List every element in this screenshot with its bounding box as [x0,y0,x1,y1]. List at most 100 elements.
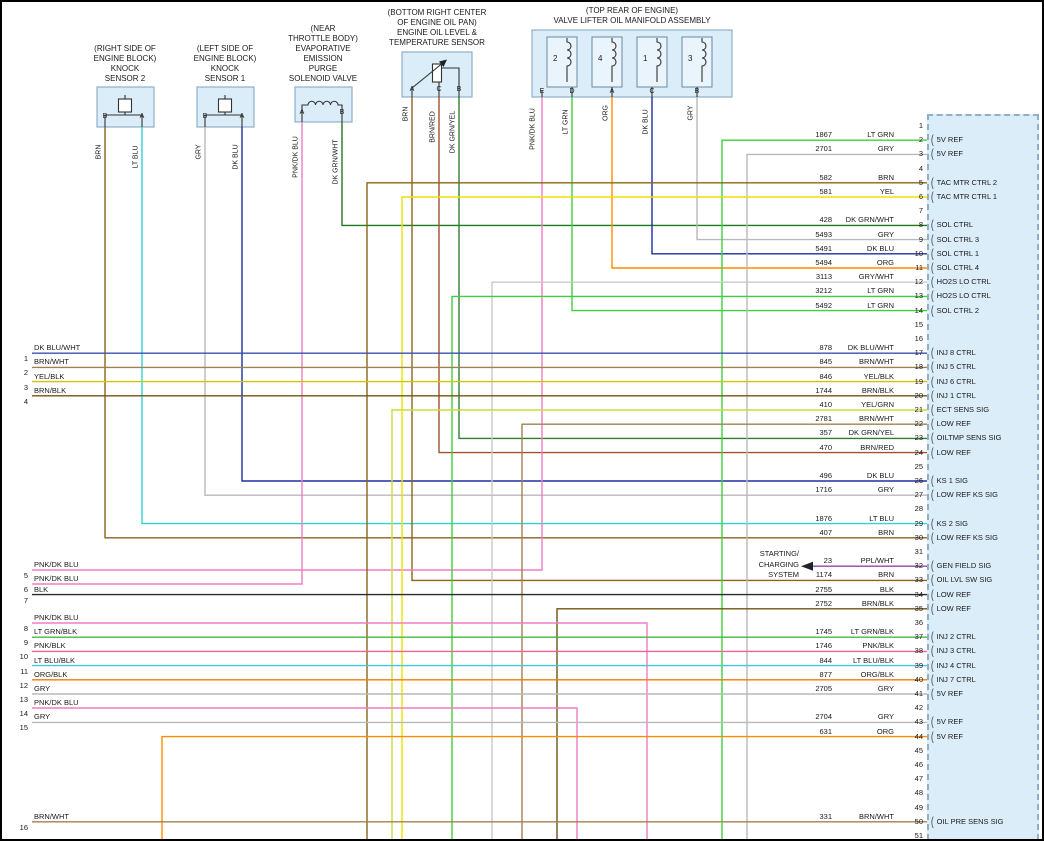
left-wire-color-label: BRN/WHT [34,811,69,821]
left-wire-color-label: YEL/BLK [34,371,65,381]
circuit-color: BRN [878,172,894,182]
connector-pin-number: 8 [918,220,923,230]
connector-pin-number: 12 [914,277,923,287]
pin-label-text: SOL CTRL 2 [936,305,980,315]
wire-circuit-label: 582 BRN [774,173,894,183]
pin-label-text: 5V REF [936,135,963,145]
connector-pin-number: 27 [914,490,923,500]
circuit-number: 410 [819,400,832,409]
connector-pin-number: 45 [914,745,923,755]
pin-label-text: INJ 7 CTRL [936,674,976,684]
wire-yel [401,196,927,839]
circuit-number: 2705 [815,684,832,693]
wire-color-label: BRN/RED [429,111,437,143]
wire-circuit-label: 877 ORG/BLK [774,670,894,680]
connector-pin-number: 51 [914,831,923,840]
wire-circuit-label: 407 BRN [774,528,894,538]
terminal-letter: A [299,109,305,116]
pin-label-text: INJ 6 CTRL [936,376,976,386]
connector-pin-number: 4 [918,163,923,173]
wire-circuit-label: 1867 LT GRN [774,130,894,140]
left-wire-number: 1 [23,354,28,364]
circuit-color: PNK/BLK [862,641,894,651]
left-wire-number: 4 [23,396,28,406]
wire-circuit-label: 1716 GRY [774,485,894,495]
wire-color-label: GRY [687,105,695,121]
solenoid-number: 2 [553,54,558,63]
wire-circuit-label: 581 YEL [774,187,894,197]
connector-pin-number: 14 [914,305,923,315]
circuit-number: 428 [819,215,832,225]
pin-label-text: INJ 2 CTRL [936,632,976,642]
pin-socket-icon [931,190,934,204]
connector-pin-number: 47 [914,774,923,784]
wire-dk-blu [651,97,927,255]
connector-pin-number: 5 [918,177,923,187]
terminal-letter: B [694,88,700,95]
connector-pin-number: 46 [914,760,923,769]
wire-dk-grn-yel [458,97,927,440]
connector-pin-number: 37 [914,632,923,642]
wire-color-label: BRN [402,106,410,122]
connector-pin-number: 11 [915,263,923,272]
connector-pin-label: OIL LVL SW SIG [931,575,993,584]
connector-pin-label: 5V REF [931,689,963,698]
wire-gry [204,127,927,496]
connector-pin-number: 19 [914,376,923,386]
connector-block [927,114,1039,839]
connector-pin-label: INJ 8 CTRL [931,348,976,357]
circuit-color: BRN/BLK [861,598,894,608]
terminal-letter: A [139,113,145,120]
connector-pin-label: KS 1 SIG [931,476,968,485]
wire-color-label: DK GRN/YEL [449,110,457,154]
circuit-number: 1745 [815,627,832,637]
connector-pin-number: 39 [914,660,923,670]
circuit-number: 1876 [815,513,832,523]
pin-label-text: LOW REF [936,419,971,429]
connector-pin-label: TAC MTR CTRL 1 [931,192,997,201]
circuit-color: ORG/BLK [860,669,894,679]
solenoid-number: 1 [643,54,648,63]
circuit-color: DK BLU [866,243,894,253]
pin-socket-icon [931,445,934,459]
connector-pin-label: SOL CTRL 2 [931,306,979,315]
connector-pin-label: TAC MTR CTRL 2 [931,178,997,187]
wire-circuit-label: 2755 BLK [774,585,894,595]
circuit-color: LT GRN [867,130,894,140]
caption-line: SENSOR 2 [104,74,146,83]
pin-socket-icon [931,814,934,828]
caption-line: EMISSION [303,54,343,63]
circuit-number: 470 [819,442,832,452]
pin-socket-icon [931,601,934,615]
connector-pin-number: 30 [914,532,923,542]
pin-socket-icon [931,474,934,488]
connector-pin-number: 13 [914,291,923,301]
pin-socket-icon [931,261,934,275]
left-wire-number: 3 [23,382,28,392]
offpage-line: STARTING/ [759,549,799,558]
circuit-number: 877 [819,669,832,679]
circuit-number: 1716 [815,485,832,495]
wire-circuit-label: 3113 GRY/WHT [774,272,894,282]
wire-circuit-label: 2752 BRN/BLK [774,599,894,609]
wire-color-label: DK BLU [642,109,650,135]
pin-label-text: INJ 3 CTRL [936,646,976,656]
circuit-color: YEL/BLK [863,371,894,381]
connector-pin-label: KS 2 SIG [931,519,968,528]
wire-org [161,735,927,839]
connector-pin-number: 36 [914,618,923,627]
circuit-color: BRN [878,570,894,580]
pin-label-text: LOW REF [936,603,971,613]
pin-label-text: OIL PRE SENS SIG [936,816,1004,826]
caption-line: (LEFT SIDE OF [196,44,254,53]
pin-socket-icon [931,530,934,544]
offpage-line: SYSTEM [768,570,799,579]
connector-pin-number: 42 [914,703,923,713]
wire-circuit-label: 1746 PNK/BLK [774,641,894,651]
terminal-letter: B [339,109,345,116]
valve-lifter-oil-manifold-caption: (TOP REAR OF ENGINE) VALVE LIFTER OIL MAN… [553,6,710,26]
connector-pin-label: 5V REF [931,149,963,158]
wire-gry [696,97,927,241]
circuit-number: 631 [819,726,832,736]
connector-pin-label: OIL PRE SENS SIG [931,817,1004,826]
